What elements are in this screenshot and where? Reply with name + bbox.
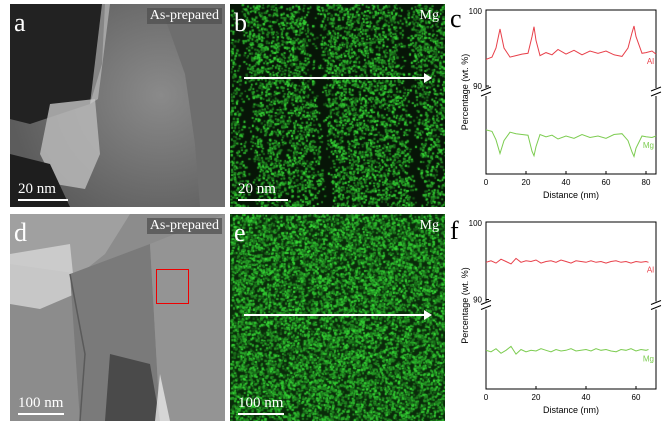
scale-bar-label: 20 nm (18, 181, 56, 197)
region-of-interest-box (156, 269, 189, 304)
x-tick-label: 0 (484, 393, 489, 402)
axis-break-gap-right (652, 88, 660, 96)
plot-frame (485, 221, 657, 390)
y-tick-label: 90 (473, 82, 482, 91)
condition-tag: As-prepared (146, 218, 222, 234)
line-profile-chart-f: 100 90 0 20 40 60 Distance (nm) Percentage (wt.… (460, 219, 662, 415)
scale-bar: 20 nm (238, 182, 288, 201)
panel-letter-e: e (234, 218, 246, 247)
panel-e-mg-map: e Mg 100 nm (230, 214, 445, 421)
y-tick-label: 90 (473, 296, 482, 305)
y-axis-label: Percentage (wt. %) (460, 54, 470, 131)
series-line-al (485, 257, 649, 265)
x-axis-label: Distance (nm) (543, 190, 599, 200)
panel-f-line-profile: f 100 90 0 20 40 60 Distance (nm) Percentage (w… (448, 212, 668, 427)
axis-break-mark (650, 300, 662, 310)
x-tick-label: 0 (484, 178, 489, 187)
mg-element-map-b (230, 4, 445, 207)
panel-d-stem-image: d As-prepared 100 nm (10, 214, 225, 421)
y-tick-label: 100 (469, 219, 483, 228)
line-profile-chart-c: 100 90 0 20 40 60 80 Distance (nm) Percentage (w… (460, 7, 662, 200)
scale-bar-line (18, 413, 64, 415)
scale-bar-label: 100 nm (18, 395, 64, 411)
panel-b-mg-map: b Mg 20 nm (230, 4, 445, 207)
series-label-al: Al (647, 57, 654, 66)
y-tick-label: 100 (469, 7, 483, 16)
x-tick-label: 60 (602, 178, 611, 187)
panel-a-stem-image: a As-prepared 20 nm (10, 4, 225, 207)
plot-frame (485, 9, 657, 175)
series-line-mg (485, 129, 657, 159)
series-label-mg: Mg (643, 354, 654, 363)
x-tick-label: 60 (632, 393, 641, 402)
series-label-al: Al (647, 265, 654, 274)
scale-bar-label: 20 nm (238, 181, 276, 197)
axis-break-mark (480, 300, 492, 310)
axis-break-mark (650, 86, 662, 97)
panel-letter-f: f (450, 216, 459, 245)
x-tick-label: 40 (582, 393, 591, 402)
panel-letter-c: c (450, 4, 462, 33)
element-tag: Mg (419, 218, 439, 233)
stem-image-d (10, 214, 225, 421)
series-line-al (485, 25, 657, 60)
series-line-mg (485, 345, 649, 355)
scale-bar-label: 100 nm (238, 395, 284, 411)
panel-letter-b: b (234, 8, 247, 37)
x-tick-label: 80 (642, 178, 651, 187)
scale-bar: 20 nm (18, 182, 68, 201)
scale-bar-line (238, 413, 284, 415)
panel-letter-d: d (14, 218, 27, 247)
panel-letter-a: a (14, 8, 26, 37)
axis-break-mark (480, 86, 492, 97)
condition-tag: As-prepared (146, 8, 222, 24)
element-tag: Mg (419, 8, 439, 23)
scale-bar: 100 nm (238, 396, 284, 415)
scale-bar-line (238, 199, 288, 201)
x-tick-label: 20 (522, 178, 531, 187)
axis-break-gap-right (652, 301, 660, 310)
x-axis-label: Distance (nm) (543, 405, 599, 415)
mg-element-map-e (230, 214, 445, 421)
line-scan-arrow (244, 310, 432, 320)
axis-break-gap-left (482, 301, 490, 310)
scale-bar: 100 nm (18, 396, 64, 415)
x-tick-label: 20 (532, 393, 541, 402)
scale-bar-line (18, 199, 68, 201)
line-scan-arrow (244, 73, 432, 83)
axis-break-gap-left (482, 88, 490, 96)
y-axis-label: Percentage (wt. %) (460, 267, 470, 344)
stem-image-a (10, 4, 225, 207)
series-label-mg: Mg (643, 141, 654, 150)
x-tick-label: 40 (562, 178, 571, 187)
panel-c-line-profile: c 100 90 0 20 40 60 80 Distance (nm) Percentage … (448, 0, 668, 212)
